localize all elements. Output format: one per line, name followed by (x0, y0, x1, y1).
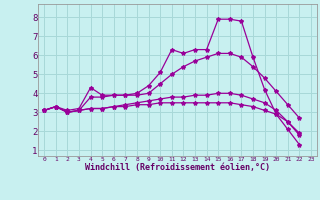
X-axis label: Windchill (Refroidissement éolien,°C): Windchill (Refroidissement éolien,°C) (85, 163, 270, 172)
